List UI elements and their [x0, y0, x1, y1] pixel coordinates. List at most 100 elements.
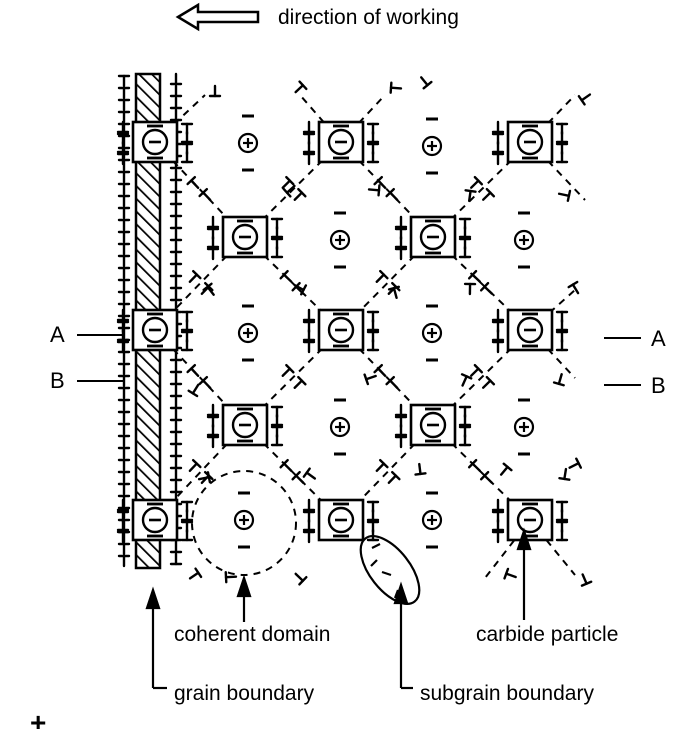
- dislocation-symbol: [171, 434, 181, 444]
- dislocation-symbol: [171, 386, 181, 396]
- coherent-domain-label: coherent domain: [174, 623, 330, 646]
- dislocation-symbol: [557, 530, 567, 540]
- dislocation-symbol: [119, 424, 129, 434]
- dislocation-symbol: [291, 189, 305, 203]
- svg-text:B: B: [651, 373, 666, 398]
- dislocation-symbol: [559, 468, 570, 479]
- dislocation-symbol: [171, 182, 181, 192]
- grain-boundary-label: grain boundary: [174, 682, 315, 705]
- carbide-particle: [411, 217, 455, 257]
- dislocation-symbol: [304, 122, 314, 132]
- dislocation-symbol: [171, 194, 181, 204]
- carbide-particle: [133, 122, 177, 162]
- dislocation-symbol: [171, 458, 181, 468]
- dislocation-symbol: [417, 74, 431, 88]
- dislocation-symbol: [119, 460, 129, 470]
- dislocation-symbol: [304, 342, 314, 352]
- side-label-left-a: A: [50, 322, 124, 347]
- dislocation-symbol: [119, 400, 129, 410]
- domain-marker: [423, 493, 441, 547]
- dislocation-symbol: [119, 484, 129, 494]
- dislocation-symbol: [171, 470, 181, 480]
- svg-text:A: A: [50, 322, 65, 347]
- dislocation-symbol: [118, 532, 128, 542]
- dislocation-symbol: [493, 532, 503, 542]
- dislocation-symbol: [304, 500, 314, 510]
- domain-marker: [515, 400, 533, 454]
- direction-label: direction of working: [278, 6, 459, 29]
- domain-marker: [331, 400, 349, 454]
- svg-text:A: A: [651, 326, 666, 351]
- dislocation-symbol: [579, 90, 593, 104]
- carbide-particle: [223, 405, 267, 445]
- dislocation-symbol: [119, 112, 129, 122]
- dislocation-symbol: [119, 412, 129, 422]
- dislocation-symbol: [557, 132, 567, 142]
- dislocation-symbol: [272, 415, 282, 425]
- dislocation-symbol: [171, 410, 181, 420]
- carbide-particle: [508, 310, 552, 350]
- dislocation-symbol: [304, 532, 314, 542]
- dislocation-symbol: [304, 330, 314, 340]
- dislocation-symbol: [119, 352, 129, 362]
- dislocation-symbol: [292, 570, 306, 584]
- dislocation-symbol: [171, 482, 181, 492]
- dislocation-symbol: [365, 371, 378, 384]
- dislocation-symbol: [464, 190, 475, 201]
- dislocation-symbol: [493, 330, 503, 340]
- carbide-particle: [223, 217, 267, 257]
- dislocation-symbol: [171, 218, 181, 228]
- dislocation-symbol: [208, 249, 218, 259]
- dislocation-symbol: [505, 569, 518, 582]
- dislocation-symbol: [304, 154, 314, 164]
- dislocation-symbol: [119, 220, 129, 230]
- dislocation-symbol: [171, 290, 181, 300]
- dislocation-symbol: [182, 340, 192, 350]
- dislocation-symbol: [391, 83, 402, 94]
- dislocation-symbol: [119, 448, 129, 458]
- dislocation-symbol: [480, 377, 494, 391]
- carbide-particle: [508, 500, 552, 540]
- dislocation-symbol: [304, 310, 314, 320]
- dislocation-symbol: [182, 132, 192, 142]
- dislocation-symbol: [171, 254, 181, 264]
- dislocation-symbol: [171, 350, 181, 360]
- dislocation-symbol: [292, 82, 306, 96]
- dislocation-symbol: [119, 100, 129, 110]
- dislocation-symbol: [396, 437, 406, 447]
- dislocation-symbol: [493, 500, 503, 510]
- dislocation-symbol: [187, 569, 201, 583]
- domain-marker: [515, 213, 533, 267]
- dislocation-symbol: [182, 152, 192, 162]
- dislocation-symbol: [557, 152, 567, 162]
- dislocation-symbol: [188, 177, 202, 191]
- dislocation-symbol: [186, 271, 200, 285]
- dislocation-symbol: [460, 247, 470, 257]
- carbide-particle: [508, 122, 552, 162]
- domain-marker: [423, 119, 441, 173]
- dislocation-symbol: [493, 520, 503, 530]
- dislocation-symbol: [119, 388, 129, 398]
- carbide-particle: [133, 500, 177, 540]
- dislocation-symbol: [171, 542, 181, 552]
- dislocation-symbol: [368, 152, 378, 162]
- dislocation-symbol: [208, 405, 218, 415]
- dislocation-symbol: [171, 362, 181, 372]
- dislocation-symbol: [188, 365, 202, 379]
- dislocation-symbol: [119, 172, 129, 182]
- dislocation-symbol: [396, 425, 406, 435]
- dislocation-symbol: [396, 405, 406, 415]
- dislocation-symbol: [493, 310, 503, 320]
- side-label-right-a: A: [604, 326, 666, 351]
- dislocation-symbol: [373, 460, 387, 474]
- dislocation-symbol: [208, 437, 218, 447]
- dislocation-symbol: [119, 280, 129, 290]
- dislocation-symbol: [460, 435, 470, 445]
- dislocation-symbol: [557, 340, 567, 350]
- dislocation-symbol: [119, 184, 129, 194]
- carbide-particle: [319, 310, 363, 350]
- dislocation-symbol: [119, 88, 129, 98]
- carbide-particle-label: carbide particle: [476, 623, 618, 646]
- dislocation-symbol: [368, 132, 378, 142]
